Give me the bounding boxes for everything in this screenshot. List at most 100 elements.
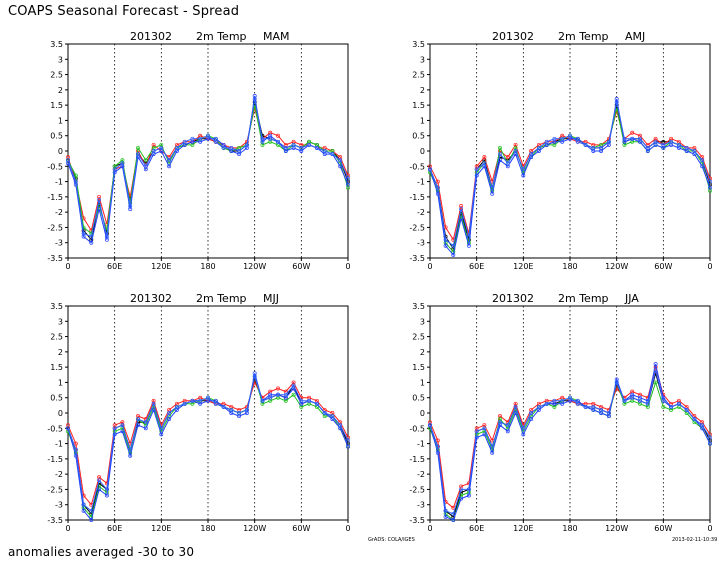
data-point — [190, 136, 195, 141]
data-point — [498, 152, 502, 157]
y-tick-label: 2.5 — [412, 71, 425, 80]
panel-title-variable: 2m Temp — [558, 292, 609, 305]
data-point — [314, 145, 319, 150]
data-point — [630, 130, 635, 135]
data-point — [638, 398, 642, 403]
data-point — [451, 243, 456, 248]
series-line — [67, 98, 349, 238]
data-point — [490, 191, 495, 196]
data-point — [174, 145, 179, 150]
data-point — [435, 191, 440, 196]
series-line — [67, 374, 349, 512]
panel-title-season: JJA — [624, 292, 639, 305]
data-point — [151, 149, 156, 153]
y-tick-label: 1.5 — [50, 363, 63, 372]
data-point — [151, 401, 156, 406]
data-point — [237, 411, 242, 415]
data-point — [466, 234, 471, 239]
data-point — [490, 450, 495, 455]
data-point — [81, 502, 86, 507]
x-tick-label: 120W — [243, 524, 266, 533]
data-point — [443, 237, 448, 242]
y-tick-label: -1.5 — [409, 455, 425, 464]
data-point — [120, 423, 125, 428]
panel-title-period: 201302 — [492, 292, 534, 305]
data-point — [159, 145, 164, 150]
data-point — [213, 401, 218, 406]
data-point — [182, 401, 187, 406]
data-point — [167, 164, 172, 169]
data-point — [260, 398, 265, 403]
data-point — [435, 179, 440, 184]
data-point — [182, 139, 187, 144]
y-tick-label: 2 — [420, 348, 425, 357]
x-tick-label: 120W — [243, 262, 266, 271]
data-point — [505, 155, 510, 160]
data-point — [513, 404, 518, 409]
chart-panel-3: -3.5 -3 -2.5 -2 -1.5 -1 -0.5 0 0.5 1 1.5 2 2.5 3 3.5 0 6… — [47, 292, 350, 533]
y-tick-label: 0.5 — [412, 394, 425, 403]
data-point — [73, 453, 78, 458]
y-tick-label: 3 — [58, 55, 63, 64]
y-tick-label: 3.5 — [412, 40, 425, 49]
series-line — [429, 101, 711, 247]
data-point — [322, 411, 327, 415]
x-tick-label: 0 — [65, 262, 70, 271]
x-tick-label: 60E — [469, 524, 484, 533]
x-tick-label: 60E — [107, 262, 122, 271]
data-point — [435, 444, 440, 449]
data-point — [466, 487, 471, 492]
data-point — [536, 404, 541, 409]
data-point — [330, 414, 335, 419]
data-point — [81, 508, 86, 513]
y-tick-label: -2 — [417, 208, 425, 217]
data-point — [482, 426, 487, 431]
data-point — [645, 145, 650, 150]
data-point — [260, 136, 265, 141]
timestamp-label: 2013-02-11-10:39 — [672, 537, 718, 543]
data-point — [575, 139, 580, 144]
data-point — [708, 185, 712, 190]
data-point — [276, 133, 280, 138]
data-point — [630, 136, 635, 141]
panel-title-period: 201302 — [130, 292, 172, 305]
data-point — [159, 432, 164, 437]
data-point — [97, 478, 102, 483]
data-point — [529, 417, 534, 422]
x-tick-label: 0 — [427, 524, 432, 533]
data-point — [143, 426, 148, 431]
data-point — [112, 432, 117, 437]
y-tick-label: 0 — [58, 147, 63, 156]
y-tick-label: 2 — [58, 348, 63, 357]
data-point — [591, 145, 596, 150]
data-point — [459, 496, 464, 501]
y-tick-label: 2.5 — [50, 333, 63, 342]
data-point — [198, 398, 203, 403]
data-point — [299, 145, 304, 150]
y-tick-label: 1 — [420, 378, 425, 387]
data-point — [213, 139, 218, 144]
data-point — [174, 404, 179, 409]
y-tick-label: 3.5 — [50, 302, 63, 311]
data-point — [536, 145, 541, 150]
data-point — [661, 142, 666, 147]
y-tick-label: 1 — [58, 116, 63, 125]
data-point — [104, 493, 109, 498]
data-point — [630, 395, 635, 400]
x-tick-label: 60W — [654, 262, 672, 271]
data-point — [89, 508, 94, 513]
data-point — [143, 420, 148, 425]
data-point — [521, 173, 526, 178]
data-point — [143, 158, 148, 163]
data-point — [474, 435, 479, 440]
data-point — [498, 420, 502, 425]
data-point — [104, 487, 109, 492]
y-tick-label: -3 — [417, 501, 425, 510]
data-point — [529, 152, 534, 157]
data-point — [708, 435, 712, 440]
data-point — [167, 417, 172, 422]
data-point — [291, 383, 296, 388]
data-point — [700, 158, 705, 163]
panel-title-season: MAM — [263, 30, 290, 43]
data-point — [338, 423, 343, 428]
